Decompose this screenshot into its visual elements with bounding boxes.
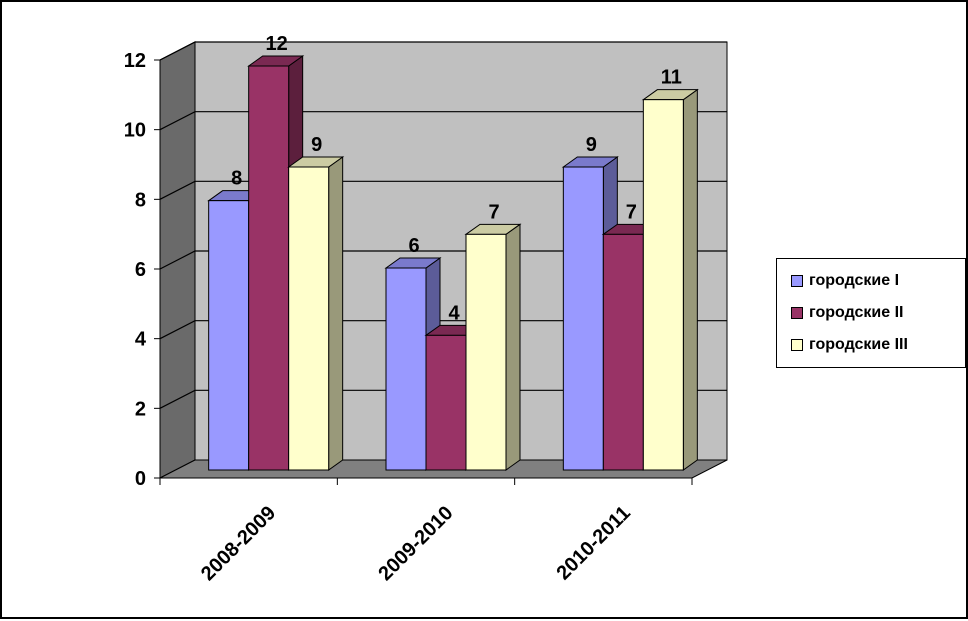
data-label-1-0: 12 <box>266 33 288 55</box>
bar-2-2 <box>642 99 684 471</box>
grid-line-8 <box>159 180 727 200</box>
grid-line-12 <box>159 41 727 61</box>
data-label-2-1: 7 <box>488 201 499 223</box>
legend-label-series-3: городские III <box>809 336 908 353</box>
y-tick-label-4: 4 <box>135 329 147 351</box>
data-label-1-1: 4 <box>448 302 460 324</box>
legend-item-series-2: городские II <box>791 297 965 329</box>
legend: городские I городские II городские III <box>776 258 966 368</box>
bars <box>207 55 699 471</box>
legend-item-series-3: городские III <box>791 329 965 361</box>
legend-label-series-1: городские I <box>809 272 900 289</box>
data-label-2-2: 11 <box>661 67 682 89</box>
x-tick-label-2008-2009: 2008-2009 <box>197 502 280 585</box>
grid-line-10 <box>159 111 727 131</box>
bar-1-1 <box>425 334 467 471</box>
data-label-0-1: 6 <box>408 235 419 257</box>
bar-side-2-1 <box>505 223 521 471</box>
grid-line-4 <box>159 320 727 340</box>
bar-side-2-2 <box>682 88 698 471</box>
y-tick-label-12: 12 <box>124 50 146 72</box>
legend-item-series-1: городские I <box>791 265 965 297</box>
legend-swatch-series-3 <box>791 339 803 351</box>
data-label-2-0: 9 <box>311 134 322 156</box>
bar-2-0 <box>288 166 330 471</box>
grid-lines <box>159 41 727 409</box>
grid-line-2 <box>159 389 727 409</box>
legend-swatch-series-2 <box>791 307 803 319</box>
bar-1-2 <box>602 233 644 471</box>
bar-side-2-0 <box>328 156 344 471</box>
grid-line-6 <box>159 250 727 270</box>
data-label-0-2: 9 <box>586 134 597 156</box>
legend-label-series-2: городские II <box>809 304 904 321</box>
bar-0-0 <box>208 200 250 471</box>
bar-0-1 <box>385 267 427 471</box>
y-tick-label-2: 2 <box>135 398 146 420</box>
bar-1-0 <box>248 65 290 471</box>
data-label-1-2: 7 <box>626 201 637 223</box>
x-tick-label-2009-2010: 2009-2010 <box>374 502 457 585</box>
data-label-0-0: 8 <box>231 168 242 190</box>
bar-2-1 <box>465 233 507 471</box>
y-tick-label-8: 8 <box>135 189 146 211</box>
y-tick-label-6: 6 <box>135 259 146 281</box>
bar-0-2 <box>562 166 604 471</box>
data-labels: 8 12 9 6 4 7 9 7 11 <box>231 33 682 324</box>
y-tick-label-0: 0 <box>135 468 146 490</box>
legend-swatch-series-1 <box>791 275 803 287</box>
y-tick-label-10: 10 <box>124 120 146 142</box>
x-tick-label-2010-2011: 2010-2011 <box>552 502 634 584</box>
